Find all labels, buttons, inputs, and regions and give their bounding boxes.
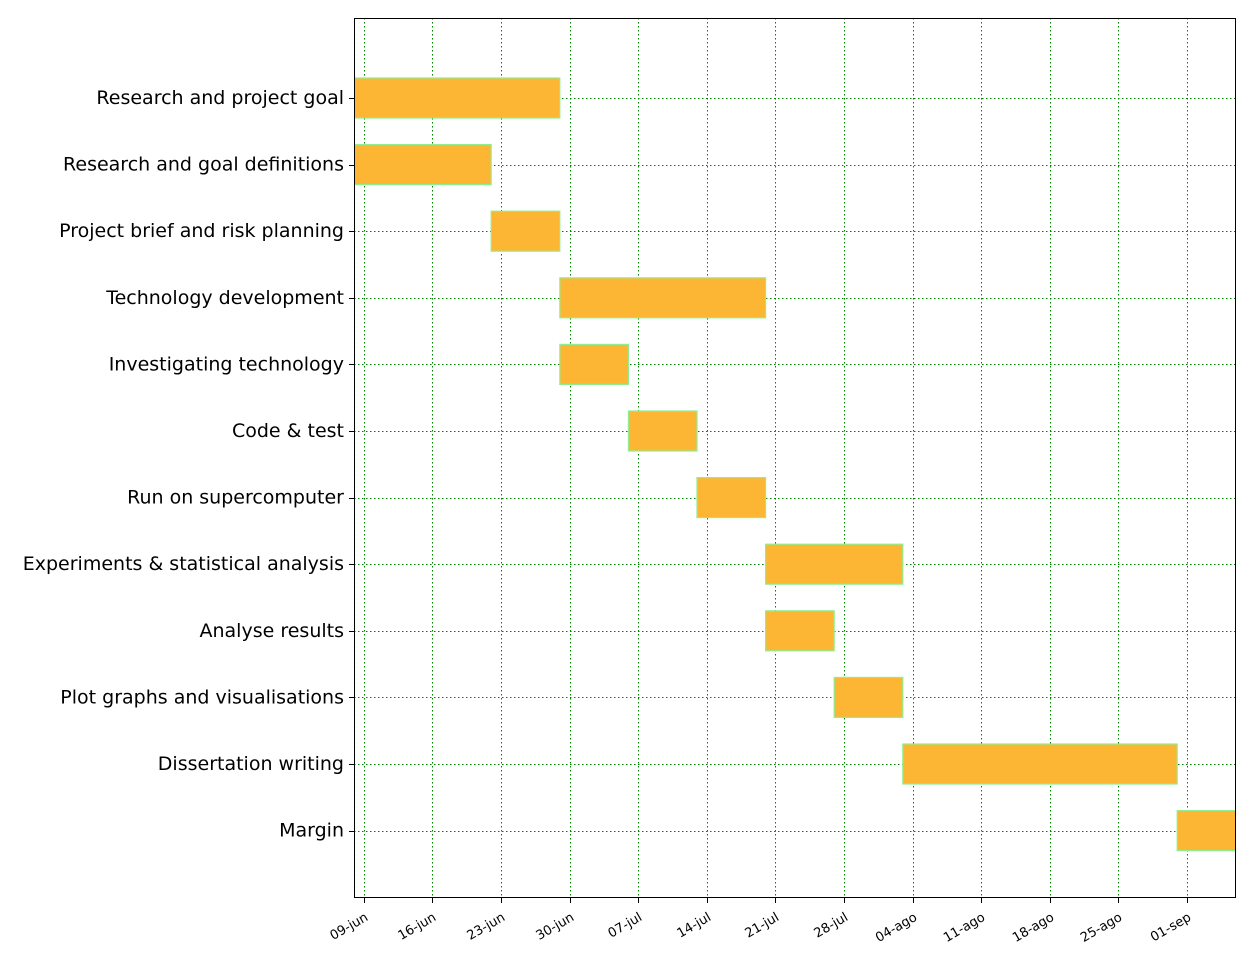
task-bar <box>627 410 698 452</box>
task-label: Technology development <box>105 287 344 309</box>
x-tick-label: 01-sep <box>1148 910 1194 945</box>
x-tick-label: 21-jul <box>743 910 782 941</box>
task-label: Code & test <box>232 420 344 442</box>
task-bar <box>1176 809 1236 852</box>
y-axis-ticks <box>349 98 354 832</box>
task-label: Investigating technology <box>109 353 344 375</box>
task-label: Margin <box>279 820 344 842</box>
task-bar <box>559 277 767 319</box>
task-bar <box>696 477 767 519</box>
task-labels: Research and project goal Research and go… <box>23 87 344 842</box>
task-bar <box>764 610 835 652</box>
task-bar <box>902 743 1178 785</box>
task-bars <box>354 77 1236 852</box>
x-tick-label: 18-ago <box>1010 910 1057 946</box>
task-bar <box>559 343 629 385</box>
task-label: Plot graphs and visualisations <box>60 686 344 708</box>
x-tick-label: 09-jun <box>328 910 371 944</box>
x-tick-label: 23-jun <box>465 910 508 944</box>
x-tick-label: 30-jun <box>534 910 577 944</box>
task-label: Dissertation writing <box>158 753 344 775</box>
task-bar <box>354 77 561 119</box>
task-bar <box>764 543 904 585</box>
task-label: Research and project goal <box>96 87 344 109</box>
x-tick-label: 28-jul <box>812 910 851 941</box>
task-label: Project brief and risk planning <box>59 220 344 242</box>
x-axis-ticks <box>364 898 1188 903</box>
task-bar <box>490 210 561 252</box>
plot-area-frame <box>354 18 1236 898</box>
task-label: Research and goal definitions <box>63 154 344 176</box>
date-tick-labels: 09-jun 16-jun 23-jun 30-jun 07-jul 14-jul 21-j… <box>328 910 1194 946</box>
x-tick-label: 16-jun <box>396 910 439 944</box>
task-label: Analyse results <box>200 620 345 642</box>
x-tick-label: 04-ago <box>873 910 920 946</box>
x-tick-label: 11-ago <box>941 910 988 946</box>
task-label: Run on supercomputer <box>127 487 344 509</box>
task-bar <box>354 144 492 186</box>
task-bar <box>833 676 904 719</box>
x-tick-label: 14-jul <box>675 910 714 941</box>
x-tick-label: 07-jul <box>606 910 645 941</box>
task-label: Experiments & statistical analysis <box>23 553 344 575</box>
x-tick-label: 25-ago <box>1078 910 1125 946</box>
